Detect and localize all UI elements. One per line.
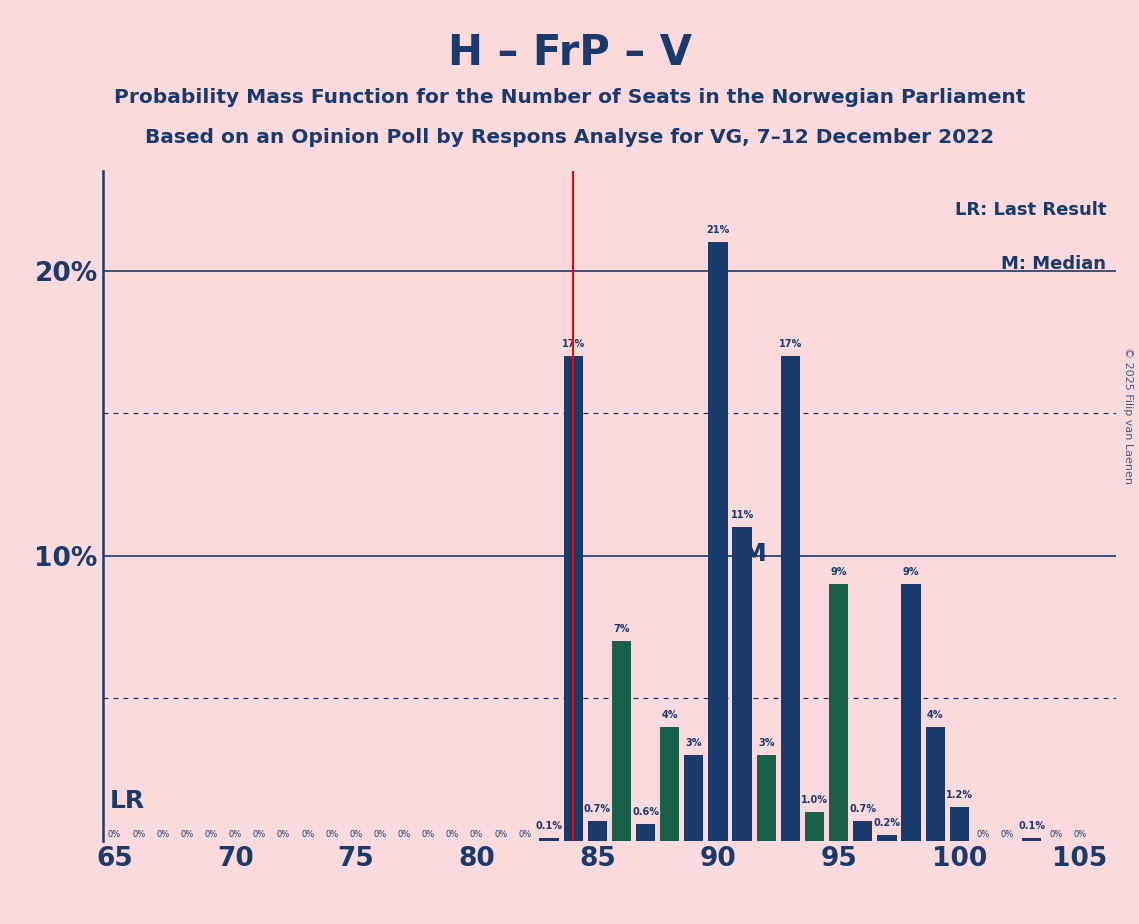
Text: 0%: 0% xyxy=(1001,830,1014,839)
Bar xyxy=(564,357,583,841)
Text: 0.7%: 0.7% xyxy=(850,804,876,814)
Bar xyxy=(1022,838,1041,841)
Text: 9%: 9% xyxy=(903,567,919,578)
Text: 4%: 4% xyxy=(662,710,678,720)
Text: M: M xyxy=(741,541,767,565)
Text: 3%: 3% xyxy=(757,738,775,748)
Bar xyxy=(780,357,800,841)
Text: © 2025 Filip van Laenen: © 2025 Filip van Laenen xyxy=(1123,347,1133,484)
Text: 0%: 0% xyxy=(470,830,483,839)
Text: 4%: 4% xyxy=(927,710,943,720)
Text: 0%: 0% xyxy=(229,830,241,839)
Text: Based on an Opinion Poll by Respons Analyse for VG, 7–12 December 2022: Based on an Opinion Poll by Respons Anal… xyxy=(145,128,994,147)
Text: 9%: 9% xyxy=(830,567,847,578)
Bar xyxy=(612,641,631,841)
Text: 0.2%: 0.2% xyxy=(874,818,901,828)
Text: 0%: 0% xyxy=(156,830,170,839)
Text: 0%: 0% xyxy=(421,830,435,839)
Text: 0%: 0% xyxy=(108,830,121,839)
Text: 0%: 0% xyxy=(977,830,990,839)
Text: H – FrP – V: H – FrP – V xyxy=(448,32,691,74)
Text: 0%: 0% xyxy=(180,830,194,839)
Text: 1.2%: 1.2% xyxy=(945,789,973,799)
Bar xyxy=(950,807,969,841)
Text: 0%: 0% xyxy=(277,830,290,839)
Text: 0%: 0% xyxy=(374,830,387,839)
Bar xyxy=(926,727,945,841)
Text: 0%: 0% xyxy=(494,830,507,839)
Text: LR: Last Result: LR: Last Result xyxy=(954,201,1106,219)
Text: 0%: 0% xyxy=(325,830,338,839)
Bar xyxy=(756,755,776,841)
Bar xyxy=(708,242,728,841)
Text: 0%: 0% xyxy=(301,830,314,839)
Text: 0%: 0% xyxy=(132,830,146,839)
Bar xyxy=(540,838,559,841)
Text: 3%: 3% xyxy=(686,738,702,748)
Bar xyxy=(661,727,679,841)
Bar xyxy=(853,821,872,841)
Text: 0.6%: 0.6% xyxy=(632,807,659,817)
Text: 0%: 0% xyxy=(398,830,411,839)
Text: 0.7%: 0.7% xyxy=(584,804,611,814)
Bar xyxy=(588,821,607,841)
Text: 7%: 7% xyxy=(613,625,630,634)
Text: 0%: 0% xyxy=(1049,830,1063,839)
Text: 0%: 0% xyxy=(205,830,218,839)
Text: 11%: 11% xyxy=(730,510,754,520)
Text: 0.1%: 0.1% xyxy=(535,821,563,831)
Text: Probability Mass Function for the Number of Seats in the Norwegian Parliament: Probability Mass Function for the Number… xyxy=(114,88,1025,107)
Text: 0%: 0% xyxy=(1073,830,1087,839)
Text: 17%: 17% xyxy=(779,339,802,349)
Text: 0%: 0% xyxy=(253,830,267,839)
Text: 21%: 21% xyxy=(706,225,730,235)
Text: 0%: 0% xyxy=(518,830,532,839)
Text: M: Median: M: Median xyxy=(1001,255,1106,273)
Text: 0.1%: 0.1% xyxy=(1018,821,1046,831)
Text: 0%: 0% xyxy=(350,830,362,839)
Bar xyxy=(901,584,920,841)
Bar xyxy=(636,823,655,841)
Bar xyxy=(829,584,849,841)
Bar xyxy=(805,812,825,841)
Bar xyxy=(732,528,752,841)
Text: LR: LR xyxy=(109,789,145,813)
Text: 1.0%: 1.0% xyxy=(801,796,828,805)
Bar xyxy=(877,835,896,841)
Text: 0%: 0% xyxy=(445,830,459,839)
Text: 17%: 17% xyxy=(562,339,584,349)
Bar xyxy=(685,755,704,841)
